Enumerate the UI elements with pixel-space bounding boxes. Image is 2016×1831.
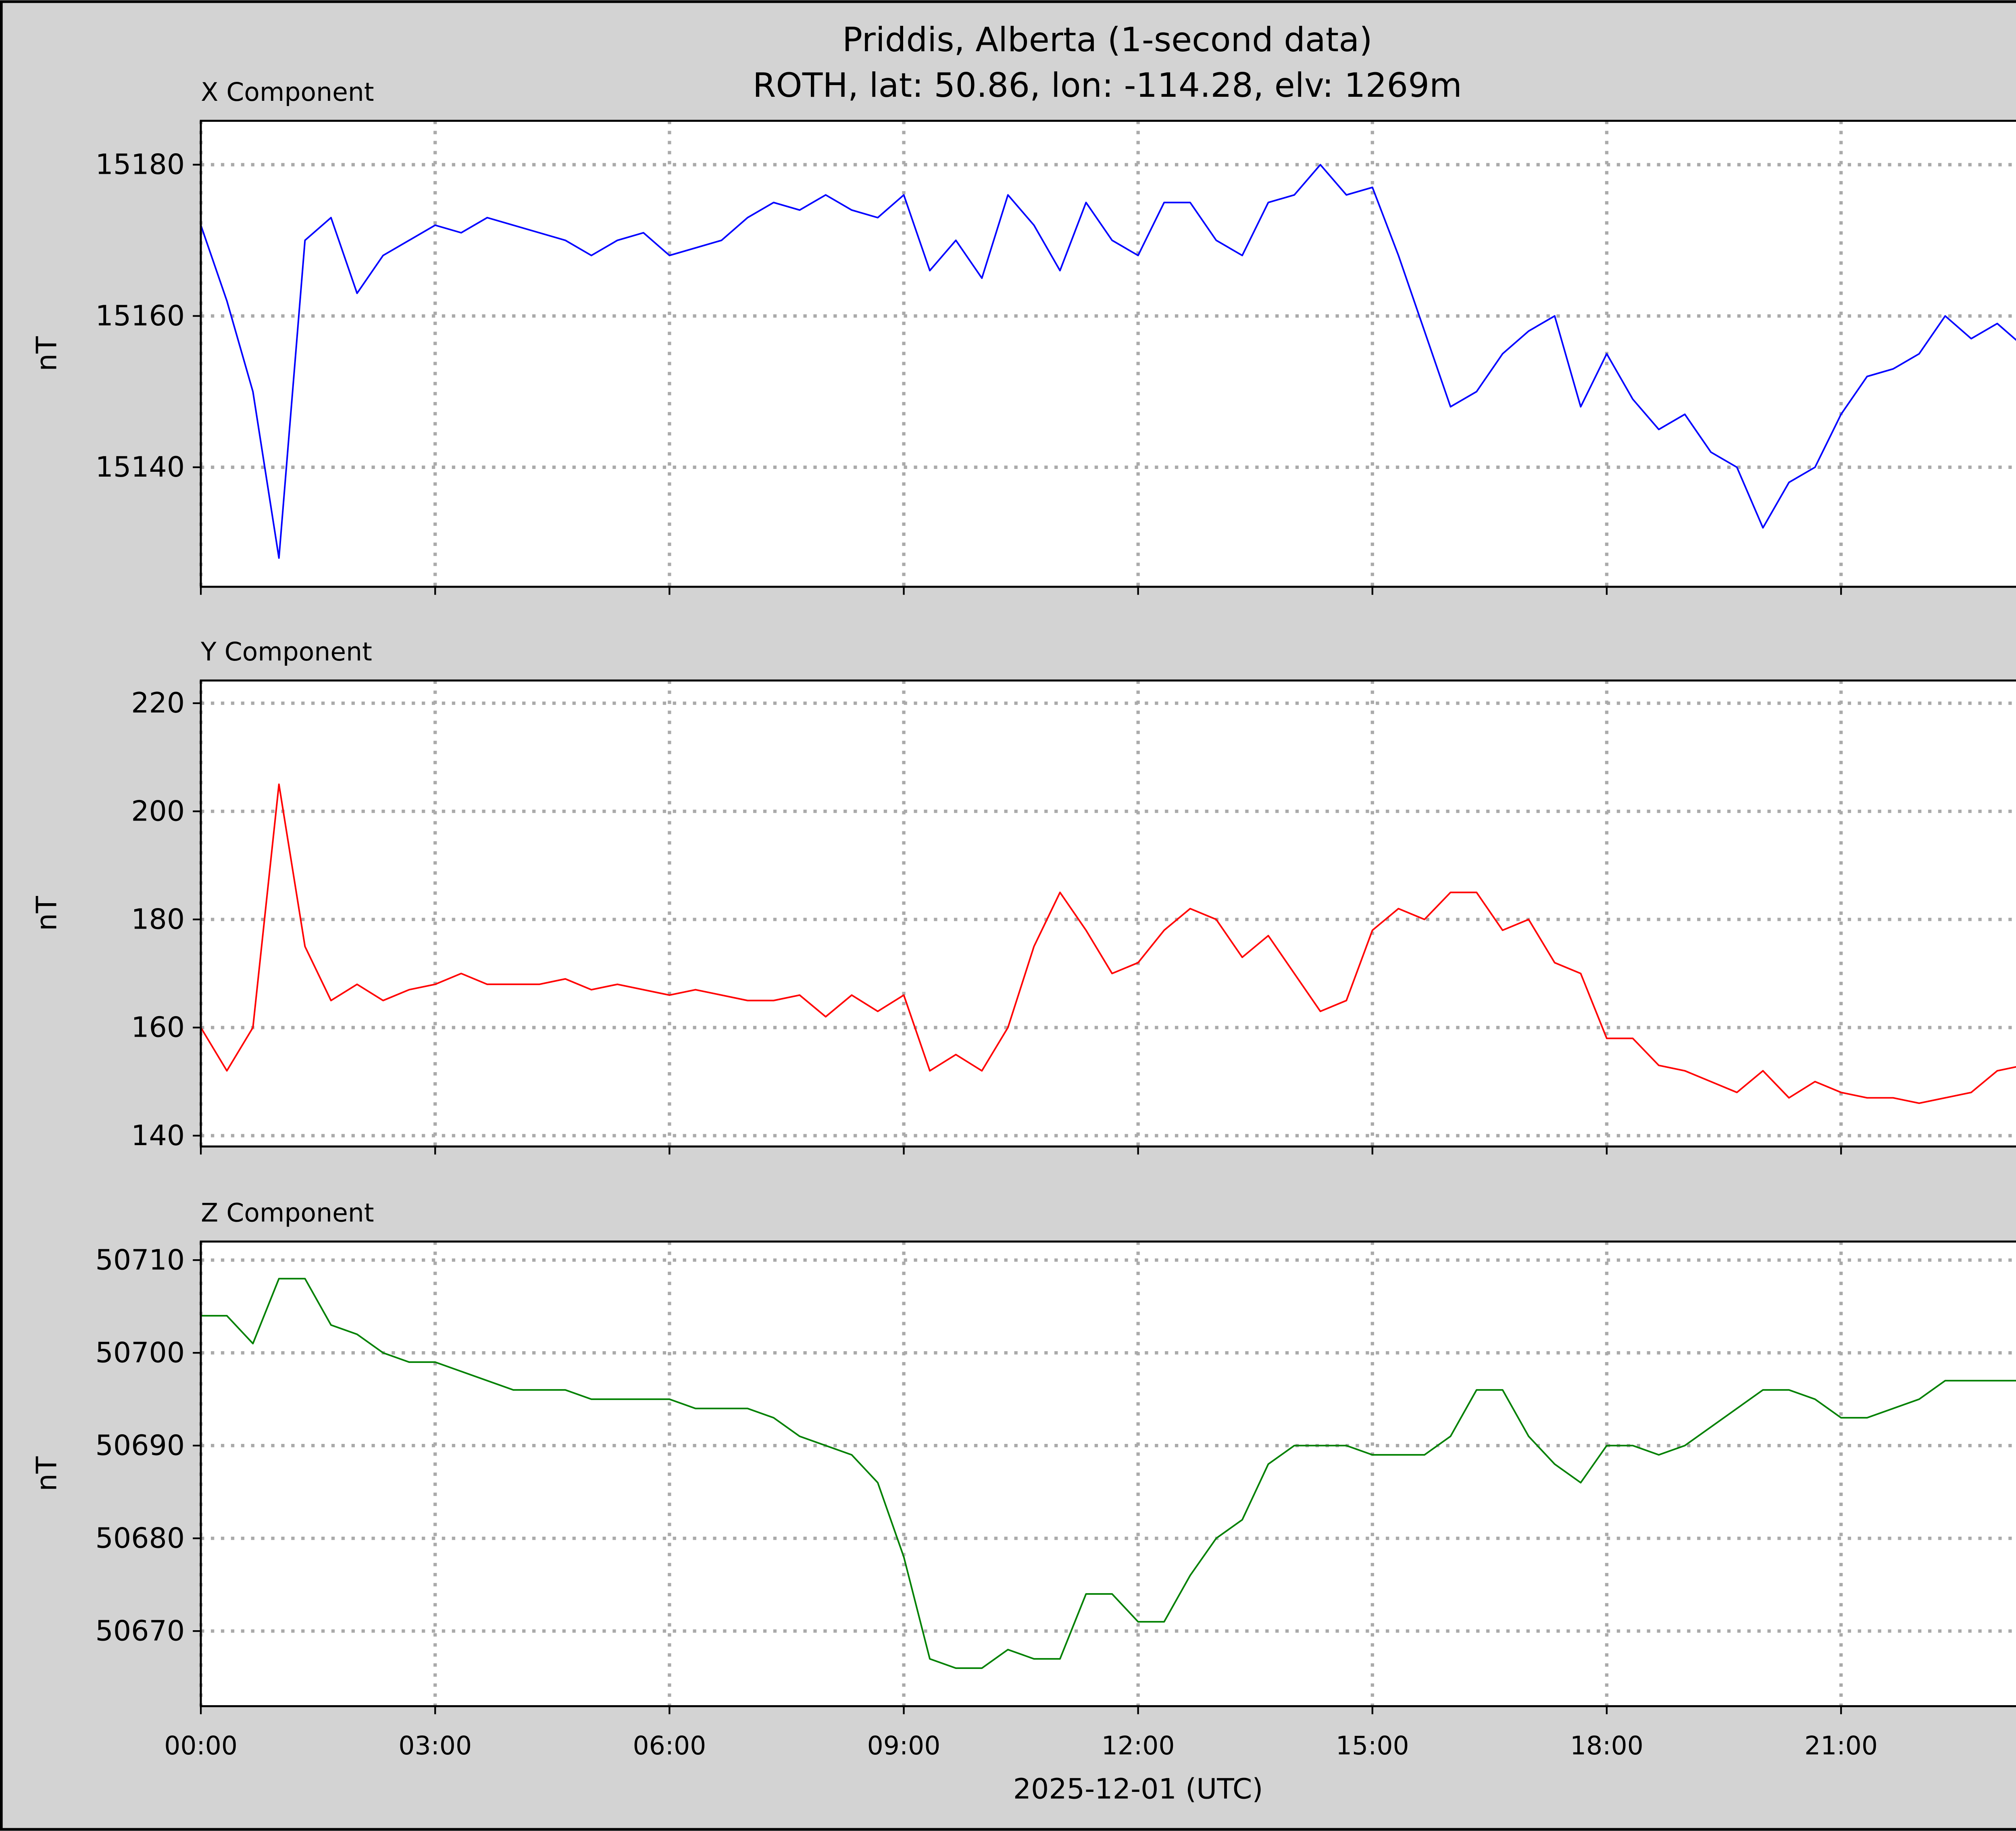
plot-frame — [200, 120, 2016, 588]
figure-title: Priddis, Alberta (1-second data) — [842, 20, 1372, 59]
y-tick-label: 50680 — [95, 1522, 185, 1554]
x-tick-label: 18:00 — [1570, 1731, 1643, 1760]
y-tick-label: 220 — [131, 687, 185, 719]
x-tick-label: 09:00 — [867, 1731, 941, 1760]
y-axis-label: nT — [30, 1456, 63, 1491]
x-axis-label: 2025-12-01 (UTC) — [1013, 1773, 1263, 1806]
plot-area — [201, 680, 2016, 1147]
y-axis-label: nT — [30, 336, 63, 371]
y-tick-label: 50710 — [95, 1244, 185, 1276]
panel-title: Z Component — [201, 1198, 374, 1227]
x-tick-label: 15:00 — [1336, 1731, 1409, 1760]
y-tick-label: 200 — [131, 795, 185, 827]
y-tick-label: 180 — [131, 903, 185, 936]
plot-frame — [200, 679, 2016, 1148]
y-tick-label: 50670 — [95, 1614, 185, 1647]
y-tick-label: 15160 — [95, 300, 185, 332]
y-tick-label: 160 — [131, 1011, 185, 1044]
data-line — [201, 1278, 2016, 1669]
y-tick-label: 50690 — [95, 1429, 185, 1462]
x-tick-label: 06:00 — [633, 1731, 706, 1760]
plot-area — [201, 1241, 2016, 1706]
data-line — [200, 164, 2016, 559]
x-tick-label: 12:00 — [1102, 1731, 1175, 1760]
x-tick-label: 00:00 — [164, 1731, 237, 1760]
y-tick-label: 140 — [131, 1119, 185, 1152]
plot-area — [201, 121, 2016, 587]
y-axis-label: nT — [30, 896, 63, 931]
figure-subtitle: ROTH, lat: 50.86, lon: -114.28, elv: 126… — [753, 66, 1462, 105]
y-tick-label: 15140 — [95, 451, 185, 483]
panel-title: X Component — [201, 77, 374, 107]
x-tick-label: 21:00 — [1804, 1731, 1878, 1760]
panel-title: Y Component — [200, 637, 372, 667]
x-tick-label: 03:00 — [398, 1731, 472, 1760]
y-tick-label: 15180 — [95, 148, 185, 181]
y-tick-label: 50700 — [95, 1336, 185, 1369]
data-line — [200, 783, 2016, 1104]
plot-frame — [200, 1240, 2016, 1707]
